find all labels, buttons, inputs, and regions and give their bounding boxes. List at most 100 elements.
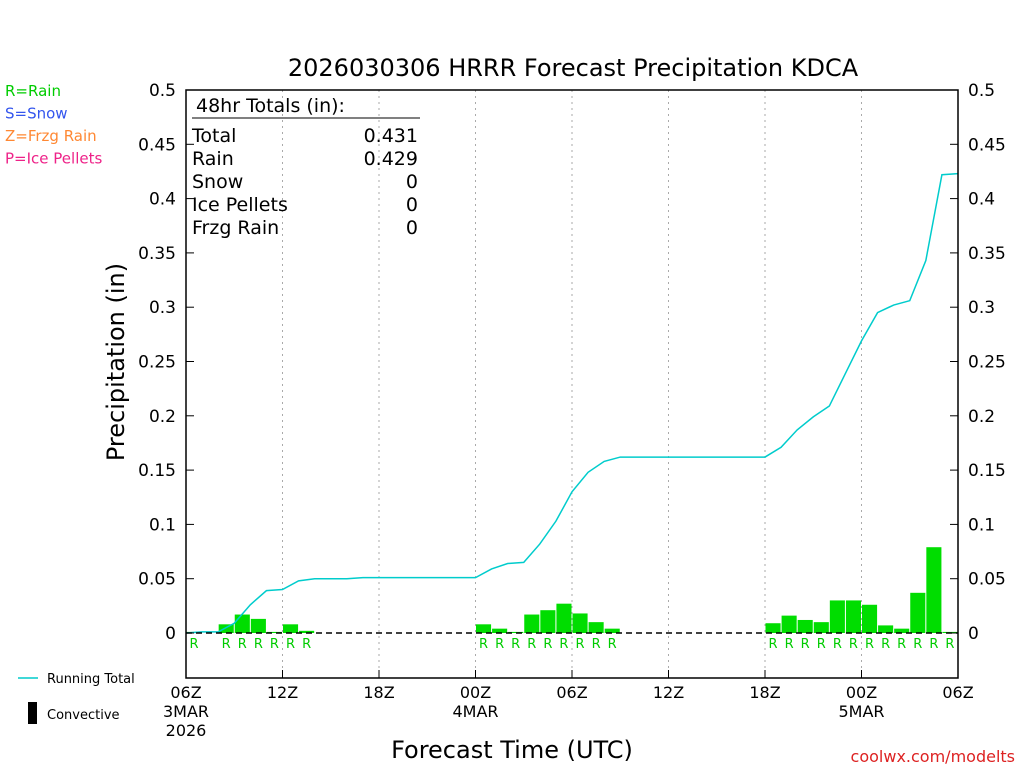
ptype-marker: R [222,637,231,652]
ptype-marker: R [479,637,488,652]
precip-bar [283,624,299,633]
precip-bar [604,628,620,633]
ptype-marker: R [495,637,504,652]
totals-label: Snow [192,171,243,193]
precip-bar [476,624,492,633]
x-tick-label: 06Z [556,683,587,702]
series-legend: Running Total Convective [18,672,135,724]
legend-label: Running Total [47,672,135,687]
y-tick-label: 0.3 [149,298,176,318]
y-tick-label: 0.25 [138,353,176,373]
ptype-marker: R [254,637,263,652]
ptype-marker: R [559,637,568,652]
y-tick-label: 0.1 [968,515,995,535]
ptype-marker: R [817,637,826,652]
ptype-marker: R [801,637,810,652]
precip-bar [588,622,604,633]
precip-bar [894,628,910,633]
x-tick-label: 3MAR [163,702,209,721]
x-axis-label: Forecast Time (UTC) [391,736,633,764]
x-tick-label: 12Z [267,683,298,702]
credit-text: coolwx.com/modelts [851,747,1015,766]
precip-bar [299,630,315,633]
ptype-marker: R [849,637,858,652]
precip-bar [234,614,250,633]
ptype-marker: R [592,637,601,652]
precip-bar [266,631,282,633]
chart-title: 2026030306 HRRR Forecast Precipitation K… [288,54,859,82]
ptype-marker: R [913,637,922,652]
y-axis-right: 0 0.05 0.1 0.15 0.2 0.25 0.3 0.35 0.4 0.45 0.5 [950,81,1006,644]
precip-bar [218,624,234,633]
totals-value: 0 [406,217,418,239]
ptype-legend-entry: Z=Frzg Rain [5,127,97,145]
ptype-marker: R [511,637,520,652]
x-tick-label: 06Z [170,683,201,702]
y-tick-label: 0.2 [149,407,176,427]
y-tick-label: 0.5 [149,81,176,101]
totals-value: 0.431 [364,125,418,147]
ptype-marker: R [897,637,906,652]
y-tick-label: 0.35 [138,244,176,264]
ptype-marker: R [576,637,585,652]
ptype-marker: R [270,637,279,652]
totals-heading: 48hr Totals (in): [196,95,345,117]
running-total-line [185,172,959,634]
precip-bar [492,628,508,633]
y-tick-label: 0.05 [138,570,176,590]
y-tick-label: 0.25 [968,353,1006,373]
ptype-marker: R [865,637,874,652]
ptype-marker: R [238,637,247,652]
ptype-marker: R [785,637,794,652]
ptype-legend: R=Rain S=Snow Z=Frzg Rain P=Ice Pellets [5,82,102,168]
precip-bar [556,603,572,633]
precip-bar [524,614,540,633]
totals-value: 0 [406,171,418,193]
totals-label: Frzg Rain [192,217,279,239]
x-tick-label: 18Z [363,683,394,702]
totals-label: Ice Pellets [192,194,288,216]
precip-bar [829,600,845,633]
y-tick-label: 0.15 [968,461,1006,481]
precip-bar [878,625,894,633]
x-tick-label: 2026 [166,721,207,740]
y-tick-label: 0.45 [138,135,176,155]
precip-bar [781,615,797,633]
y-tick-label: 0.3 [968,298,995,318]
ptype-marker: R [608,637,617,652]
running-total-group [185,172,959,634]
ptype-marker: R [945,637,954,652]
ptype-marker: R [286,637,295,652]
ptype-marker: R [881,637,890,652]
x-tick-label: 5MAR [838,702,884,721]
y-tick-label: 0.4 [968,190,995,210]
y-tick-label: 0.05 [968,570,1006,590]
y-axis-label: Precipitation (in) [102,263,130,461]
legend-swatch-bar [28,702,37,724]
ptype-legend-entry: P=Ice Pellets [5,150,102,168]
ptype-marker: R [543,637,552,652]
x-tick-label: 18Z [749,683,780,702]
precip-bar [250,618,266,633]
totals-panel: 48hr Totals (in): Total 0.431 Rain 0.429 Sno… [191,95,420,239]
x-tick-label: 12Z [653,683,684,702]
x-tick-label: 06Z [942,683,973,702]
y-tick-label: 0.15 [138,461,176,481]
ptype-marker: R [769,637,778,652]
precip-bar [540,610,556,633]
x-tick-label: 00Z [846,683,877,702]
grid-lines [282,90,862,678]
precip-bar [845,600,861,633]
x-tick-label: 4MAR [452,702,498,721]
totals-value: 0.429 [364,148,418,170]
y-tick-label: 0.5 [968,81,995,101]
totals-label: Total [191,125,236,147]
ptype-marker: R [302,637,311,652]
precip-bar [813,622,829,633]
precip-bar [572,613,588,633]
y-tick-label: 0.1 [149,515,176,535]
precip-bar [910,592,926,633]
